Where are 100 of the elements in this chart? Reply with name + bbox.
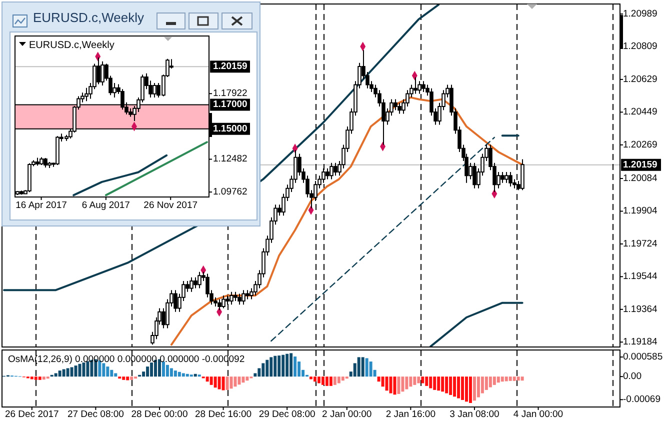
bar [329, 376, 332, 386]
candlestick [222, 295, 226, 309]
bar [62, 369, 66, 377]
candlestick [36, 157, 40, 166]
bar [472, 376, 476, 401]
bar [480, 376, 484, 394]
bar [38, 376, 42, 380]
bar [130, 376, 134, 380]
bar [313, 376, 316, 382]
x-tick-label: 16 Apr 2017 [16, 200, 67, 211]
candlestick [242, 290, 246, 306]
bar [206, 376, 209, 382]
bar [520, 376, 524, 381]
bar [337, 376, 340, 384]
bar [210, 376, 213, 385]
bar [82, 362, 86, 377]
candlestick [520, 158, 524, 191]
bar [397, 376, 400, 394]
bar [476, 376, 480, 398]
bar [512, 376, 516, 381]
bar [194, 374, 197, 377]
bar [30, 376, 34, 380]
bar [110, 370, 114, 377]
y-tick-label: 1.20269 [623, 139, 658, 150]
bar [54, 373, 58, 377]
candlestick [40, 156, 44, 166]
ref-line-label: 1.20159 [623, 159, 658, 170]
bar [42, 376, 46, 380]
bar [401, 376, 404, 392]
chart-title: EURUSD.c,Weekly [33, 10, 144, 25]
candlestick [198, 271, 202, 289]
candlestick [398, 102, 402, 114]
candlestick [190, 276, 194, 292]
ref-line-label: 1.17000 [213, 99, 248, 110]
bar [500, 376, 504, 382]
bar [150, 362, 154, 377]
bar [34, 376, 38, 380]
bar [317, 376, 320, 384]
bar [409, 376, 412, 387]
bar [333, 376, 336, 385]
bar [516, 376, 520, 381]
bar [282, 354, 285, 377]
bar [178, 372, 181, 377]
bar [158, 359, 161, 377]
y-tick-label: 1.20449 [623, 106, 658, 118]
candlestick [238, 293, 242, 306]
bar [453, 376, 456, 397]
candlestick [84, 87, 88, 102]
candlestick [334, 162, 338, 176]
y-tick-label: 1.19544 [623, 271, 658, 282]
bar [465, 376, 468, 402]
bar [385, 376, 388, 391]
bar [106, 366, 110, 377]
bar [361, 357, 364, 377]
bar [421, 376, 424, 384]
bar [393, 376, 396, 395]
bar [238, 376, 241, 385]
bar [146, 366, 150, 377]
y-tick-label: 1.20084 [623, 173, 658, 184]
y-tick-label: 1.19724 [623, 238, 658, 250]
ref-line-label: 1.20159 [213, 61, 248, 72]
candlestick [20, 190, 24, 196]
bar [369, 362, 372, 377]
candlestick [174, 290, 178, 312]
bar [488, 376, 492, 388]
bar [425, 376, 428, 386]
bar [70, 367, 74, 377]
y-tick-label: 1.17922 [213, 88, 248, 100]
candlestick [472, 162, 476, 189]
bar [222, 376, 225, 390]
bar [429, 376, 432, 388]
chart-title: OsMA(12,26,9) 0.000000 0.000000 0.000000 -0.000092 [8, 354, 245, 365]
bar [278, 356, 281, 377]
bar [461, 376, 464, 400]
bar [102, 363, 106, 377]
x-tick-label: 27 Dec 08:00 [67, 409, 124, 420]
y-tick-label: -0.00069 [623, 394, 661, 406]
y-tick-label: 1.19184 [623, 336, 658, 348]
y-tick-label: 1.20629 [623, 74, 658, 85]
bar [433, 376, 436, 390]
candlestick [508, 171, 512, 187]
bar [86, 361, 90, 377]
candlestick [418, 80, 422, 94]
bar [321, 376, 324, 385]
bar [170, 368, 173, 377]
chart-subtitle: EURUSD.c,Weekly [29, 40, 114, 51]
x-tick-label: 28 Dec 00:00 [131, 409, 188, 420]
x-tick-label: 3 Jan 08:00 [450, 409, 500, 420]
x-tick-label: 6 Aug 2017 [82, 200, 130, 211]
bar [449, 376, 452, 395]
bar [242, 376, 245, 383]
bar [381, 376, 384, 387]
bar [262, 363, 265, 377]
bar [230, 376, 233, 389]
y-tick-label: 0.000585 [623, 352, 663, 363]
bar [457, 376, 460, 398]
bar [126, 376, 130, 380]
candlestick [330, 162, 334, 180]
candlestick [234, 291, 238, 302]
bar [114, 373, 118, 377]
